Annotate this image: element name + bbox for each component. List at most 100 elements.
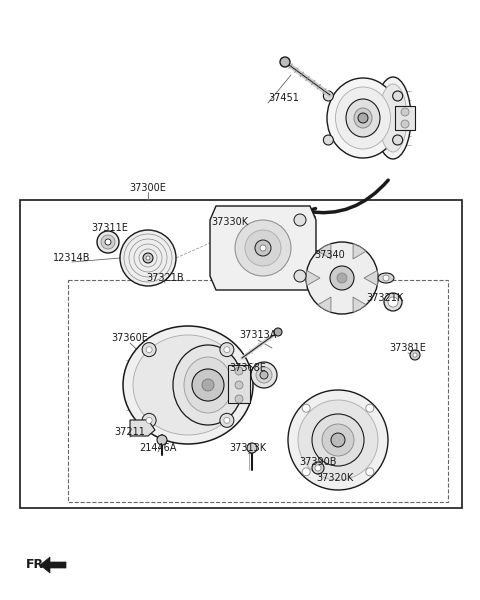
Bar	[228, 365, 250, 403]
Circle shape	[393, 91, 403, 101]
Polygon shape	[306, 271, 320, 286]
Text: 37390B: 37390B	[299, 457, 337, 467]
Ellipse shape	[123, 326, 253, 444]
Text: 37321K: 37321K	[366, 293, 404, 303]
Circle shape	[224, 347, 230, 353]
Polygon shape	[318, 297, 331, 312]
Ellipse shape	[346, 99, 380, 137]
Circle shape	[330, 266, 354, 290]
Ellipse shape	[378, 273, 394, 283]
Circle shape	[401, 108, 409, 116]
Ellipse shape	[375, 77, 411, 159]
Circle shape	[383, 275, 389, 281]
Circle shape	[157, 435, 167, 445]
Circle shape	[315, 465, 321, 471]
Circle shape	[202, 379, 214, 391]
Circle shape	[220, 413, 234, 427]
Circle shape	[312, 462, 324, 474]
Circle shape	[224, 418, 230, 424]
Circle shape	[142, 343, 156, 356]
Circle shape	[366, 404, 374, 412]
Circle shape	[245, 230, 281, 266]
Ellipse shape	[133, 335, 243, 435]
Bar	[68, 280, 448, 502]
Text: 37360E: 37360E	[111, 333, 148, 343]
Ellipse shape	[184, 357, 232, 413]
Text: 37300E: 37300E	[130, 183, 167, 193]
Circle shape	[294, 270, 306, 282]
Circle shape	[302, 468, 310, 476]
Text: 37381E: 37381E	[390, 343, 426, 353]
Text: 37330K: 37330K	[211, 217, 249, 227]
Circle shape	[298, 400, 378, 480]
Circle shape	[322, 424, 354, 456]
Text: 37321B: 37321B	[146, 273, 184, 283]
Circle shape	[235, 381, 243, 389]
Circle shape	[413, 353, 417, 357]
Circle shape	[302, 404, 310, 412]
Bar	[20, 200, 462, 508]
Text: 37451: 37451	[268, 93, 299, 103]
Text: 21446A: 21446A	[139, 443, 177, 453]
Circle shape	[288, 390, 388, 490]
Circle shape	[401, 120, 409, 128]
Circle shape	[192, 369, 224, 401]
Circle shape	[280, 57, 290, 67]
Ellipse shape	[379, 84, 407, 152]
Text: 37211: 37211	[115, 427, 145, 437]
Ellipse shape	[173, 345, 243, 425]
Text: 37340: 37340	[314, 250, 346, 260]
Circle shape	[251, 362, 277, 388]
Circle shape	[235, 220, 291, 276]
Text: 37313K: 37313K	[229, 443, 266, 453]
Polygon shape	[130, 420, 155, 436]
Circle shape	[324, 135, 333, 145]
Circle shape	[105, 239, 111, 245]
Circle shape	[142, 413, 156, 427]
Circle shape	[235, 367, 243, 375]
Circle shape	[331, 433, 345, 447]
Text: 37368E: 37368E	[229, 363, 266, 373]
Polygon shape	[318, 244, 331, 259]
Circle shape	[384, 293, 402, 311]
Circle shape	[260, 371, 268, 379]
Polygon shape	[210, 206, 316, 290]
Text: 37311E: 37311E	[92, 223, 129, 233]
Circle shape	[410, 350, 420, 360]
Polygon shape	[353, 244, 366, 259]
Polygon shape	[40, 557, 66, 573]
Circle shape	[337, 273, 347, 283]
Circle shape	[146, 418, 152, 424]
Circle shape	[235, 395, 243, 403]
Circle shape	[256, 367, 272, 383]
Polygon shape	[353, 297, 366, 312]
Text: 37313A: 37313A	[240, 330, 276, 340]
Circle shape	[143, 253, 153, 263]
Circle shape	[294, 214, 306, 226]
Circle shape	[358, 113, 368, 123]
Circle shape	[146, 256, 150, 260]
Text: 12314B: 12314B	[53, 253, 91, 263]
Text: 37320K: 37320K	[316, 473, 354, 483]
Bar	[395, 106, 415, 130]
Text: FR.: FR.	[26, 559, 49, 571]
Ellipse shape	[327, 78, 399, 158]
Circle shape	[306, 242, 378, 314]
Ellipse shape	[336, 87, 391, 149]
Circle shape	[97, 231, 119, 253]
Polygon shape	[364, 271, 378, 286]
Circle shape	[220, 343, 234, 356]
Circle shape	[255, 240, 271, 256]
Circle shape	[388, 297, 398, 307]
Circle shape	[101, 235, 115, 249]
Circle shape	[393, 135, 403, 145]
Circle shape	[312, 414, 364, 466]
Circle shape	[324, 91, 333, 101]
Circle shape	[247, 443, 257, 453]
Circle shape	[366, 468, 374, 476]
Circle shape	[120, 230, 176, 286]
Circle shape	[260, 245, 266, 251]
Circle shape	[274, 328, 282, 336]
Ellipse shape	[354, 108, 372, 128]
Circle shape	[146, 347, 152, 353]
